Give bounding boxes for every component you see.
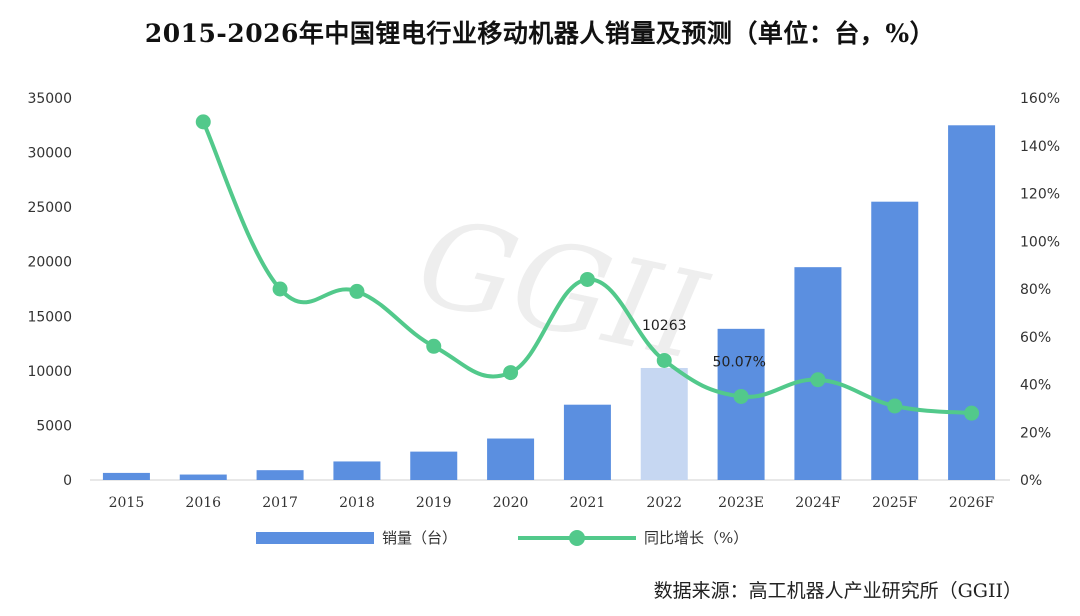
right-tick-label: 120%: [1020, 187, 1060, 203]
growth-point: [272, 281, 288, 297]
legend-line-marker: [569, 530, 585, 546]
category-label: 2015: [109, 495, 145, 511]
right-tick-label: 40%: [1020, 378, 1051, 394]
left-tick-label: 35000: [27, 91, 72, 107]
category-label: 2022: [646, 495, 682, 511]
growth-point: [810, 372, 826, 388]
legend: 销量（台） 同比增长（%）: [256, 529, 748, 547]
bar: [717, 328, 765, 480]
growth-point: [349, 283, 365, 299]
left-tick-label: 30000: [27, 146, 72, 162]
chart: GGII 05000100001500020000250003000035000…: [27, 91, 1060, 547]
left-tick-label: 5000: [36, 418, 72, 434]
right-tick-label: 160%: [1020, 91, 1060, 107]
bar: [640, 367, 688, 480]
bar: [871, 201, 919, 480]
bar: [948, 125, 996, 481]
bar: [487, 438, 535, 480]
category-label: 2024F: [795, 495, 841, 511]
right-tick-label: 60%: [1020, 330, 1051, 346]
data-label: 50.07%: [713, 354, 766, 370]
category-label: 2017: [262, 495, 298, 511]
bar: [333, 461, 381, 480]
bar: [410, 451, 458, 480]
left-tick-label: 25000: [27, 200, 72, 216]
bar: [256, 470, 304, 480]
data-labels: 10263 50.07%: [642, 318, 766, 370]
left-tick-label: 15000: [27, 309, 72, 325]
line-series: [195, 114, 980, 421]
category-label: 2019: [416, 495, 452, 511]
growth-point: [964, 405, 980, 421]
legend-bar-swatch: [256, 532, 374, 544]
growth-point: [733, 388, 749, 404]
category-label: 2026F: [949, 495, 995, 511]
left-tick-label: 10000: [27, 364, 72, 380]
right-tick-label: 100%: [1020, 234, 1060, 250]
growth-point: [195, 114, 211, 130]
category-label: 2016: [185, 495, 221, 511]
left-tick-label: 20000: [27, 255, 72, 271]
chart-title: 2015-2026年中国锂电行业移动机器人销量及预测（单位：台，%）: [144, 19, 936, 48]
right-axis: 0% 20% 40% 60% 80% 100% 120% 140% 160%: [1020, 91, 1060, 489]
source-note: 数据来源：高工机器人产业研究所（GGII）: [653, 580, 1022, 602]
category-label: 2021: [570, 495, 606, 511]
right-tick-label: 80%: [1020, 282, 1051, 298]
category-axis: 2015 2016 2017 2018 2019 2020 2021 2022 2023E 202…: [109, 495, 995, 511]
growth-point: [426, 338, 442, 354]
legend-line-label: 同比增长（%）: [644, 529, 748, 547]
right-tick-label: 20%: [1020, 425, 1051, 441]
growth-point: [503, 365, 519, 381]
bar: [563, 404, 611, 480]
left-tick-label: 0: [63, 473, 72, 489]
data-label: 10263: [642, 318, 687, 334]
category-label: 2020: [493, 495, 529, 511]
legend-bar-label: 销量（台）: [382, 529, 457, 547]
category-label: 2023E: [718, 495, 764, 511]
growth-point: [656, 352, 672, 368]
right-tick-label: 140%: [1020, 139, 1060, 155]
bar: [102, 472, 150, 480]
left-axis: 0 5000 10000 15000 20000 25000 30000 35000: [27, 91, 72, 489]
category-label: 2018: [339, 495, 375, 511]
category-label: 2025F: [872, 495, 918, 511]
growth-point: [579, 271, 595, 287]
bar: [179, 474, 227, 480]
growth-point: [887, 398, 903, 414]
right-tick-label: 0%: [1020, 473, 1042, 489]
